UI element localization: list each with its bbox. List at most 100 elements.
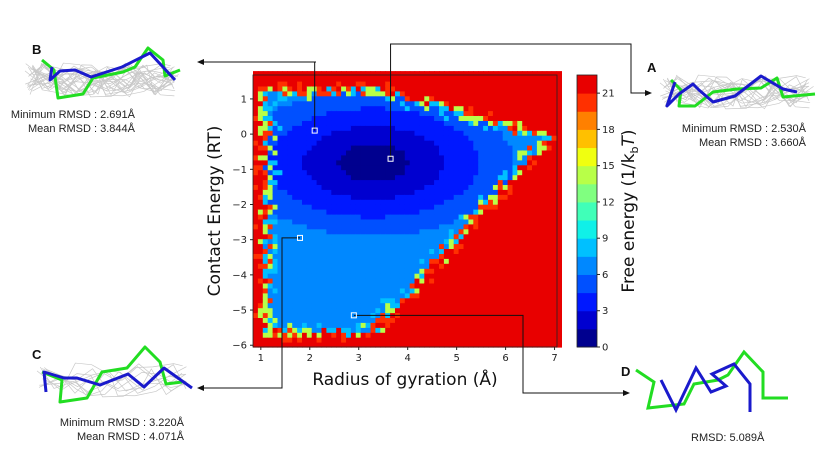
- heatmap-cell: [350, 327, 357, 333]
- heatmap-cell: [346, 312, 352, 318]
- heatmap-cell: [551, 273, 558, 279]
- heatmap-cell: [282, 145, 288, 151]
- heatmap-cell: [453, 135, 460, 141]
- heatmap-cell: [321, 278, 327, 284]
- heatmap-cell: [522, 218, 528, 225]
- heatmap-cell: [463, 140, 469, 146]
- heatmap-cell: [458, 199, 465, 205]
- x-tick-label: 2: [307, 353, 313, 364]
- heatmap-cell: [556, 248, 562, 254]
- panel-a-mean-rmsd: Mean RMSD : 3.660Å: [699, 137, 806, 149]
- heatmap-cell: [429, 76, 435, 82]
- heatmap-cell: [390, 283, 396, 289]
- heatmap-cell: [551, 243, 558, 249]
- heatmap-cell: [267, 214, 274, 220]
- heatmap-cell: [267, 312, 274, 318]
- heatmap-cell: [370, 342, 376, 348]
- heatmap-cell: [350, 209, 357, 215]
- heatmap-cell: [292, 90, 298, 97]
- heatmap-cell: [502, 214, 509, 220]
- heatmap-cell: [556, 233, 562, 240]
- heatmap-cell: [409, 337, 416, 343]
- heatmap-cell: [341, 90, 347, 97]
- heatmap-cell: [439, 233, 445, 240]
- heatmap-cell: [527, 223, 533, 230]
- heatmap-cell: [287, 110, 293, 116]
- colorbar-segment: [577, 328, 597, 348]
- heatmap-cell: [419, 76, 425, 82]
- heatmap-cell: [488, 154, 494, 161]
- heatmap-cell: [556, 189, 562, 195]
- heatmap-cell: [287, 76, 293, 82]
- heatmap-cell: [360, 130, 367, 136]
- heatmap-cell: [532, 204, 538, 210]
- heatmap-cell: [360, 214, 367, 220]
- heatmap-cell: [404, 292, 411, 299]
- heatmap-cell: [424, 115, 430, 121]
- heatmap-cell: [272, 90, 279, 97]
- heatmap-cell: [277, 258, 283, 264]
- heatmap-cell: [483, 110, 489, 116]
- heatmap-cell: [502, 154, 509, 161]
- heatmap-cell: [414, 90, 420, 97]
- heatmap-cell: [385, 174, 391, 181]
- heatmap-cell: [551, 184, 558, 190]
- heatmap-cell: [448, 263, 455, 269]
- heatmap-cell: [536, 90, 543, 97]
- heatmap-cell: [370, 273, 376, 279]
- heatmap-cell: [478, 115, 484, 121]
- native-backbone: [41, 46, 181, 100]
- colorbar-tick-label: 21: [602, 89, 615, 100]
- heatmap-cell: [380, 283, 386, 289]
- heatmap-cell: [385, 214, 391, 220]
- heatmap-cell: [483, 120, 489, 126]
- heatmap-cell: [282, 209, 288, 215]
- heatmap-cell: [390, 268, 396, 274]
- heatmap-cell: [336, 76, 342, 82]
- heatmap-cell: [473, 302, 479, 309]
- heatmap-cell: [277, 164, 283, 171]
- heatmap-cell: [341, 71, 347, 77]
- heatmap-cell: [257, 312, 264, 318]
- heatmap-cell: [370, 184, 376, 190]
- y-tick-label: −1: [232, 165, 247, 176]
- heatmap-cell: [497, 140, 504, 146]
- heatmap-cell: [385, 278, 391, 284]
- heatmap-cell: [302, 317, 308, 323]
- heatmap-cell: [302, 71, 308, 77]
- heatmap-cell: [399, 174, 406, 181]
- heatmap-cell: [424, 273, 430, 279]
- heatmap-cell: [267, 194, 274, 200]
- heatmap-cell: [448, 125, 455, 131]
- heatmap-cell: [512, 214, 518, 220]
- heatmap-cell: [380, 307, 386, 314]
- heatmap-cell: [292, 189, 298, 195]
- heatmap-cell: [365, 243, 372, 249]
- heatmap-cell: [292, 140, 298, 146]
- heatmap-cell: [522, 184, 528, 190]
- heatmap-cell: [292, 95, 298, 102]
- heatmap-cell: [527, 184, 533, 190]
- heatmap-cell: [365, 273, 372, 279]
- heatmap-cell: [257, 302, 264, 309]
- heatmap-cell: [316, 248, 323, 254]
- heatmap-cell: [316, 174, 323, 181]
- heatmap-cell: [463, 154, 469, 161]
- heatmap-cell: [512, 332, 518, 338]
- heatmap-cell: [365, 327, 372, 333]
- heatmap-cell: [409, 238, 416, 245]
- heatmap-cell: [375, 278, 381, 284]
- colorbar-tick-label: 9: [602, 234, 608, 245]
- heatmap-cell: [517, 135, 523, 141]
- heatmap-cell: [321, 76, 327, 82]
- heatmap-cell: [302, 145, 308, 151]
- heatmap-cell: [478, 179, 484, 185]
- heatmap-cell: [355, 278, 362, 284]
- heatmap-cell: [546, 248, 553, 254]
- heatmap-cell: [453, 317, 460, 323]
- heatmap-cell: [517, 120, 523, 126]
- heatmap-cell: [443, 273, 450, 279]
- heatmap-cell: [370, 130, 376, 136]
- heatmap-cell: [448, 90, 455, 97]
- heatmap-cell: [532, 332, 538, 338]
